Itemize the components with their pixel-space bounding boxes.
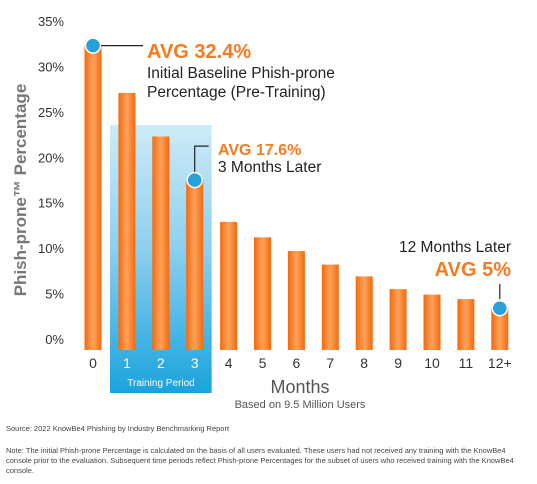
bar bbox=[491, 308, 509, 350]
annotation-leader-line bbox=[194, 145, 209, 173]
y-tick-label: 5% bbox=[45, 287, 64, 302]
bar bbox=[220, 221, 238, 350]
annotation-text: Percentage (Pre-Training) bbox=[147, 84, 326, 101]
x-tick-label: 10 bbox=[424, 355, 440, 371]
x-axis-sublabel: Based on 9.5 Million Users bbox=[235, 399, 366, 411]
y-tick-label: 15% bbox=[38, 196, 64, 211]
data-point-marker bbox=[491, 299, 509, 317]
x-tick-label: 7 bbox=[326, 355, 334, 371]
x-tick-label: 6 bbox=[293, 355, 301, 371]
annotation-headline: AVG 17.6% bbox=[218, 142, 301, 159]
bar bbox=[254, 237, 271, 350]
x-tick-label: 8 bbox=[360, 355, 368, 371]
y-tick-label: 25% bbox=[38, 105, 64, 120]
annotation-headline: AVG 5% bbox=[435, 259, 512, 281]
annotation-text: 3 Months Later bbox=[218, 159, 321, 176]
bar bbox=[457, 299, 475, 350]
data-point-marker bbox=[186, 171, 203, 189]
x-tick-label: 0 bbox=[89, 355, 97, 371]
source-note: Source: 2022 KnowBe4 Phishing by Industr… bbox=[6, 424, 230, 433]
x-axis-label: Months bbox=[270, 377, 329, 397]
bar bbox=[186, 180, 204, 350]
training-period-label: Training Period bbox=[127, 378, 194, 389]
x-tick-label: 3 bbox=[191, 355, 199, 371]
x-tick-label: 4 bbox=[225, 355, 233, 371]
bar bbox=[423, 294, 441, 350]
y-axis-label: Phish-prone™ Percentage bbox=[11, 84, 30, 297]
x-tick-label: 1 bbox=[123, 355, 131, 371]
bar bbox=[287, 250, 305, 350]
y-tick-label: 0% bbox=[45, 332, 64, 347]
methodology-note: Note: The initial Phish-prone Percentage… bbox=[6, 446, 514, 475]
y-tick-label: 30% bbox=[38, 59, 64, 74]
annotation-headline: AVG 32.4% bbox=[147, 41, 251, 63]
annotation-text: Initial Baseline Phish-prone bbox=[147, 65, 335, 82]
x-tick-label: 2 bbox=[157, 355, 165, 371]
y-tick-label: 35% bbox=[38, 14, 64, 29]
x-tick-label: 11 bbox=[459, 355, 474, 371]
bar bbox=[355, 276, 373, 350]
annotation-text: 12 Months Later bbox=[399, 239, 511, 256]
phish-prone-chart: 0% 5% 10% 15% 20% 25% 30% 35% 0 1 2 3 4 5 6 7 8 9 10 11 12+… bbox=[11, 14, 512, 411]
bar bbox=[118, 92, 136, 351]
bar bbox=[84, 45, 102, 350]
bar bbox=[389, 289, 407, 350]
x-tick-label: 5 bbox=[259, 355, 267, 371]
bar bbox=[152, 136, 170, 350]
y-tick-label: 10% bbox=[38, 241, 64, 256]
x-tick-label: 9 bbox=[394, 355, 402, 371]
y-tick-label: 20% bbox=[38, 150, 64, 165]
x-tick-label: 12+ bbox=[488, 355, 512, 371]
data-point-marker bbox=[84, 37, 102, 54]
bar bbox=[321, 264, 339, 350]
